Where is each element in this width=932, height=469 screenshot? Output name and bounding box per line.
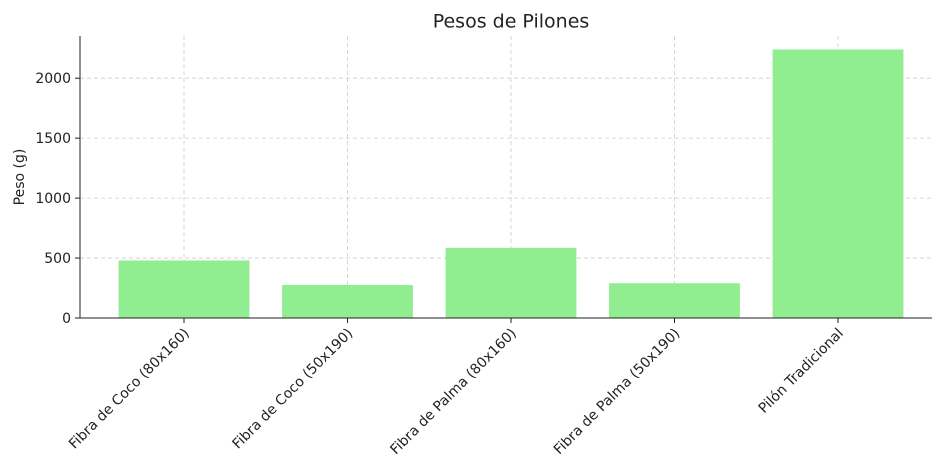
bar — [282, 285, 413, 318]
x-tick-label: Fibra de Palma (50x190) — [551, 326, 683, 458]
bar — [445, 247, 577, 318]
bar — [118, 260, 250, 318]
x-tick-label: Pilón Tradicional — [756, 326, 847, 417]
y-tick-label: 1500 — [35, 131, 71, 147]
y-tick-label: 2000 — [35, 71, 71, 87]
bar — [609, 283, 740, 318]
chart-title: Pesos de Pilones — [433, 11, 590, 33]
x-tick-label: Fibra de Coco (50x190) — [230, 326, 357, 453]
y-tick-label: 500 — [44, 251, 71, 267]
y-tick-label: 1000 — [35, 191, 71, 207]
x-tick-label: Fibra de Palma (80x160) — [387, 326, 519, 458]
x-tick-label: Fibra de Coco (80x160) — [66, 326, 193, 453]
bar — [772, 49, 904, 319]
y-tick-label: 0 — [62, 311, 71, 327]
y-axis-label: Peso (g) — [12, 149, 28, 206]
